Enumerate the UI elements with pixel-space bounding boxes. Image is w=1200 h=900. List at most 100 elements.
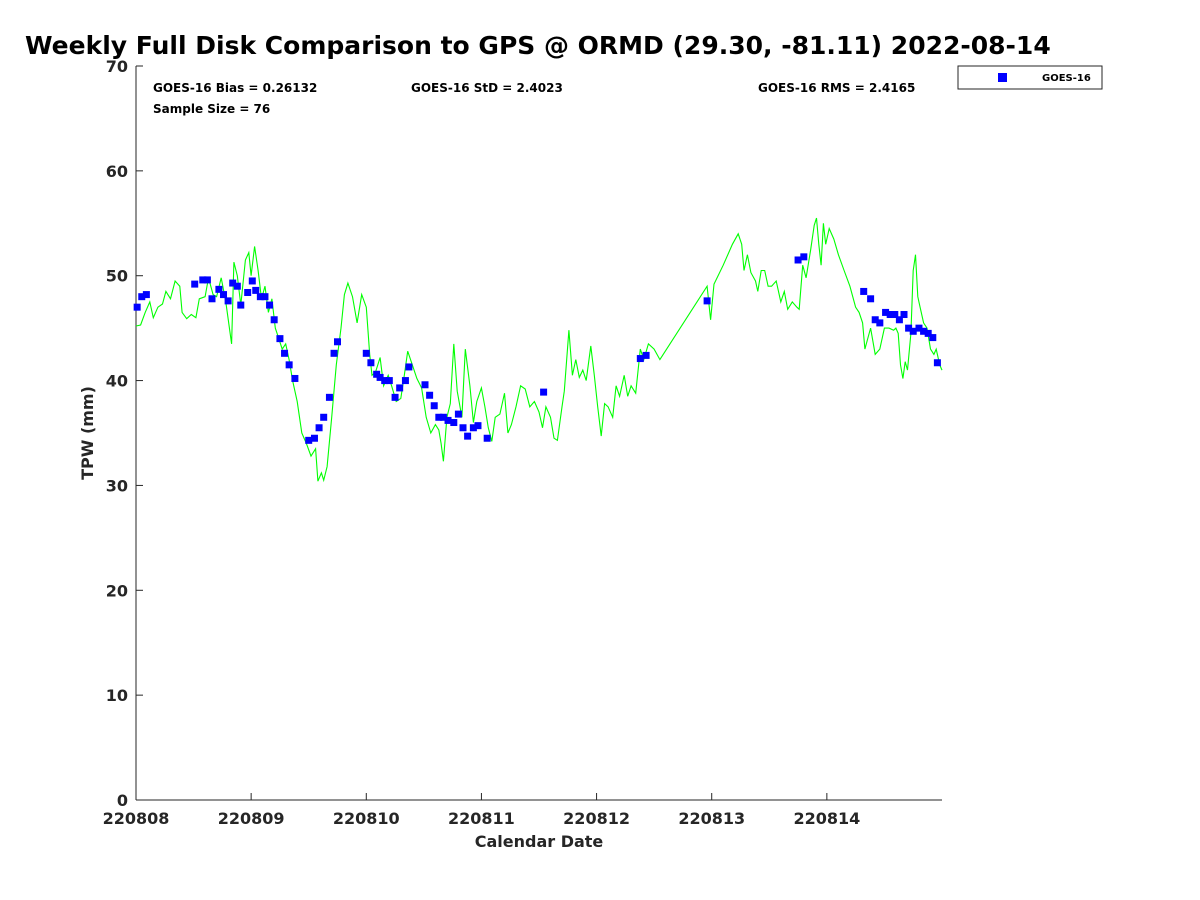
goes-16-point — [376, 373, 384, 381]
x-tick-label: 220810 — [333, 809, 400, 828]
goes-16-point — [270, 316, 278, 324]
goes-16-point — [310, 434, 318, 442]
goes-16-point — [464, 432, 472, 440]
y-tick-label: 40 — [106, 372, 128, 391]
x-axis-ticks: 220808 220809 220810 220811 220812 220813 2208… — [103, 793, 860, 828]
goes-16-point — [401, 377, 409, 385]
goes-16-point — [421, 381, 429, 389]
goes-16-point — [396, 384, 404, 392]
bias-annotation: GOES-16 Bias = 0.26132 — [153, 81, 317, 95]
x-tick-label: 220811 — [448, 809, 515, 828]
std-annotation: GOES-16 StD = 2.4023 — [411, 81, 563, 95]
y-tick-label: 20 — [106, 581, 128, 600]
goes-16-point — [244, 288, 252, 296]
x-tick-label: 220813 — [678, 809, 745, 828]
goes-16-point — [256, 293, 264, 301]
goes-16-point — [208, 295, 216, 303]
goes-16-point — [860, 287, 868, 295]
goes-16-point — [876, 319, 884, 327]
chart-title: Weekly Full Disk Comparison to GPS @ ORM… — [25, 31, 1051, 60]
goes-16-point — [215, 285, 223, 293]
goes-16-point — [367, 359, 375, 367]
sample-size-annotation: Sample Size = 76 — [153, 102, 270, 116]
x-tick-label: 220812 — [563, 809, 630, 828]
goes-16-point — [454, 410, 462, 418]
y-tick-label: 70 — [106, 57, 128, 76]
goes-16-point — [385, 377, 393, 385]
y-tick-label: 10 — [106, 686, 128, 705]
goes-16-point — [281, 349, 289, 357]
goes-16-point — [929, 334, 937, 342]
goes-16-point — [895, 316, 903, 324]
plot-background — [136, 66, 942, 800]
goes-16-point — [391, 393, 399, 401]
goes-16-point — [891, 311, 899, 319]
legend-box — [957, 65, 1103, 90]
goes-16-point — [886, 311, 894, 319]
goes-16-point — [266, 301, 274, 309]
x-tick-label: 220809 — [218, 809, 285, 828]
goes-16-point — [474, 422, 482, 430]
goes-16-point — [252, 286, 260, 294]
goes-16-point — [362, 349, 370, 357]
plot-area — [133, 66, 943, 801]
y-axis-label: TPW (mm) — [78, 386, 97, 480]
goes-16-point — [224, 297, 232, 305]
goes-16-point — [248, 277, 256, 285]
goes-16-point — [220, 291, 228, 299]
goes-16-point — [703, 297, 711, 305]
goes-16-point — [439, 413, 447, 421]
goes-16-point — [924, 329, 932, 337]
y-axis-ticks: 0 10 20 30 40 50 60 70 — [106, 57, 143, 810]
goes-16-point — [800, 253, 808, 261]
goes-16-point — [435, 413, 443, 421]
rms-annotation: GOES-16 RMS = 2.4165 — [758, 81, 915, 95]
goes-16-point — [933, 359, 941, 367]
goes-16-point — [203, 276, 211, 284]
y-tick-label: 0 — [117, 791, 128, 810]
goes-16-point — [909, 327, 917, 335]
goes-16-point — [540, 388, 548, 396]
goes-16-point — [229, 279, 237, 287]
legend-entry-goes-16: GOES-16 — [1042, 73, 1091, 84]
goes-16-point — [330, 349, 338, 357]
goes-16-point — [237, 301, 245, 309]
goes-16-point — [138, 293, 146, 301]
goes-16-point — [199, 276, 207, 284]
goes-16-point — [469, 424, 477, 432]
goes-16-point — [285, 361, 293, 369]
goes-16-point — [915, 324, 923, 332]
goes-16-point — [794, 256, 802, 264]
goes-16-point — [276, 335, 284, 343]
goes-16-point — [334, 338, 341, 346]
y-tick-label: 60 — [106, 162, 128, 181]
goes-16-point — [900, 311, 908, 319]
goes-16-point — [483, 434, 491, 442]
goes-16-point — [426, 391, 434, 399]
goes-16-point — [233, 282, 241, 290]
goes-16-point — [882, 308, 890, 316]
goes-16-point — [261, 293, 269, 301]
stats-annotations: GOES-16 Bias = 0.26132 GOES-16 StD = 2.4… — [153, 81, 915, 116]
goes-16-point — [636, 355, 644, 363]
x-tick-label: 220814 — [793, 809, 860, 828]
goes-16-point — [305, 436, 313, 444]
legend-square-marker — [998, 73, 1007, 82]
y-tick-label: 30 — [106, 476, 128, 495]
goes-16-point — [642, 351, 650, 359]
goes-16-point — [867, 295, 875, 303]
gps-series — [135, 217, 943, 483]
goes-16-point — [320, 413, 328, 421]
x-axis-label: Calendar Date — [475, 832, 604, 851]
goes-16-point — [315, 424, 323, 432]
goes-16-point — [905, 324, 913, 332]
goes-16-point — [871, 316, 879, 324]
gps-series-line — [135, 217, 943, 483]
goes-16-point — [325, 393, 333, 401]
goes-16-point — [405, 363, 413, 371]
goes-16-point — [191, 280, 199, 288]
goes-16-point — [142, 291, 150, 299]
goes-16-point — [444, 416, 452, 424]
goes-16-point — [291, 374, 299, 382]
